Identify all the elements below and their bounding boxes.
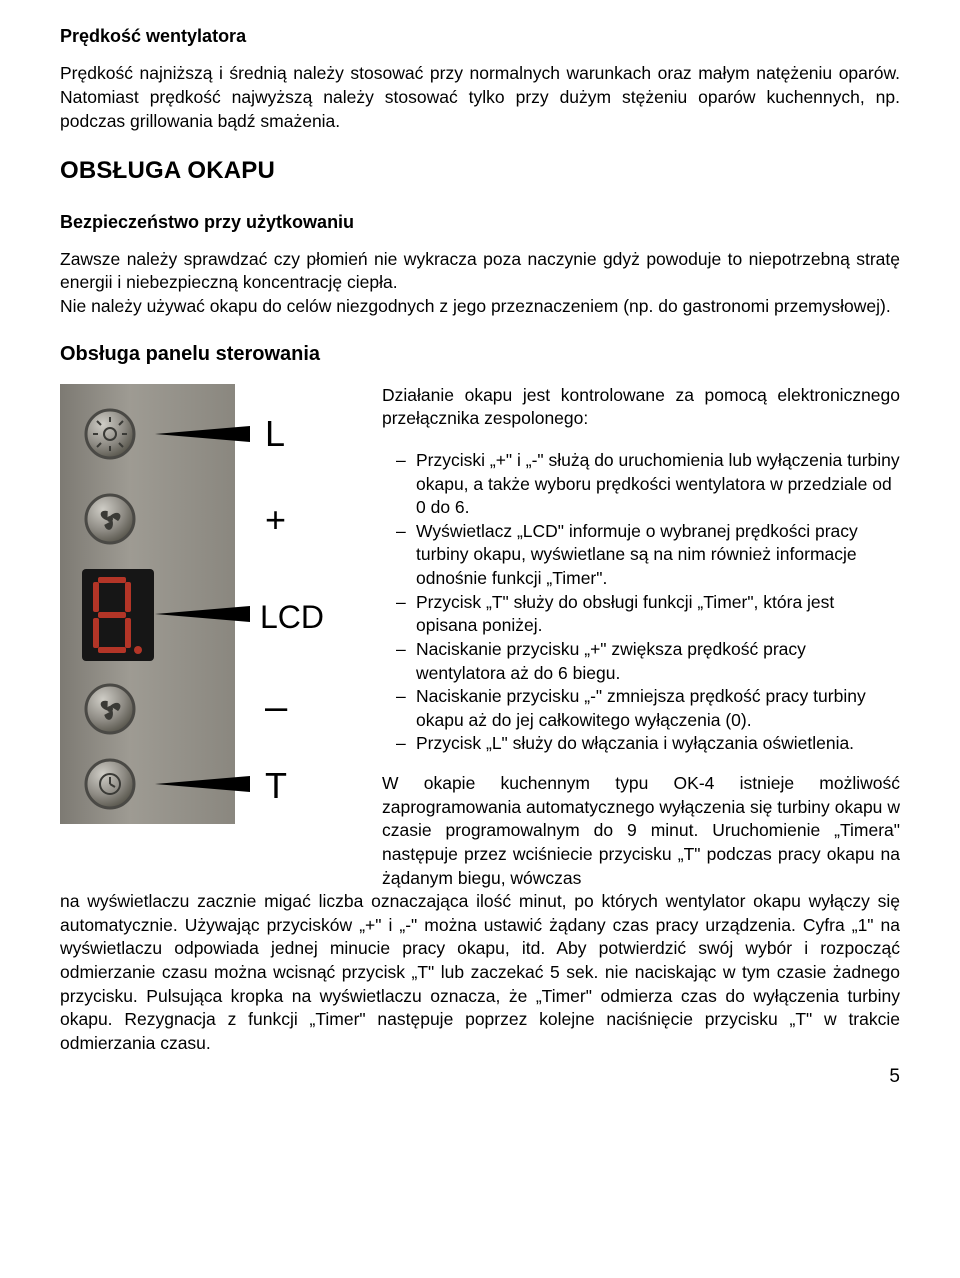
bullet-list: Przyciski „+" i „-" służą do uruchomieni… [382, 449, 900, 756]
safety-paragraph: Zawsze należy sprawdzać czy płomień nie … [60, 248, 900, 319]
service-heading: OBSŁUGA OKAPU [60, 155, 900, 187]
label-lcd: LCD [260, 599, 324, 635]
panel-row: L + LCD – T Działanie okapu jest kontrol… [60, 384, 900, 891]
label-L: L [265, 413, 285, 454]
list-item: Naciskanie przycisku „+" zwiększa prędko… [402, 638, 900, 685]
panel-svg: L + LCD – T [60, 384, 360, 824]
control-panel-image: L + LCD – T [60, 384, 360, 824]
after-panel-paragraph-1: W okapie kuchennym typu OK-4 istnieje mo… [382, 772, 900, 890]
control-panel-heading: Obsługa panelu sterowania [60, 341, 900, 368]
fan-speed-title: Prędkość wentylatora [60, 24, 900, 48]
list-item: Przycisk „L" służy do włączania i wyłącz… [402, 732, 900, 756]
label-T: T [265, 765, 287, 806]
label-plus: + [265, 499, 286, 540]
panel-description: Działanie okapu jest kontrolowane za pom… [382, 384, 900, 891]
list-item: Wyświetlacz „LCD" informuje o wybranej p… [402, 520, 900, 591]
list-item: Przyciski „+" i „-" służą do uruchomieni… [402, 449, 900, 520]
panel-intro: Działanie okapu jest kontrolowane za pom… [382, 384, 900, 431]
after-panel-paragraph-2: na wyświetlaczu zacznie migać liczba ozn… [60, 890, 900, 1055]
list-item: Naciskanie przycisku „-" zmniejsza prędk… [402, 685, 900, 732]
page-number: 5 [60, 1064, 900, 1090]
list-item: Przycisk „T" służy do obsługi funkcji „T… [402, 591, 900, 638]
fan-speed-paragraph: Prędkość najniższą i średnią należy stos… [60, 62, 900, 133]
safety-subheading: Bezpieczeństwo przy użytkowaniu [60, 210, 900, 234]
label-minus: – [265, 685, 288, 729]
